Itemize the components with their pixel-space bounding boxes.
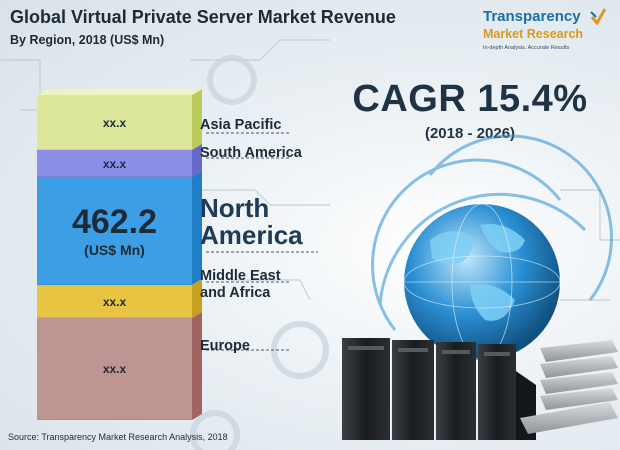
category-label-mea-line1: Middle East [200, 268, 281, 284]
logo-text-line1: Transparency [483, 8, 581, 25]
data-label-north-america: 462.2 [71, 203, 158, 241]
category-label-europe: Europe [200, 338, 250, 354]
bar-segment-asia-pacific: xx.x [37, 95, 192, 150]
chart-title: Global Virtual Private Server Market Rev… [10, 7, 396, 27]
data-label-europe: xx.x [102, 362, 127, 376]
server-tower-icon [392, 340, 434, 440]
gear-icon [207, 55, 257, 105]
cagr-value: CAGR 15.4% [352, 78, 588, 120]
server-tower-icon [478, 344, 516, 440]
server-tower-icon [342, 338, 390, 440]
bar-side-asia-pacific [192, 89, 202, 150]
rack-servers-icon [520, 340, 618, 434]
category-label-north-america: North America [200, 195, 303, 249]
category-label-north-america-line1: North [200, 193, 270, 223]
logo-text-line2: Market Research [483, 27, 584, 41]
logo-tagline: In-depth Analysis. Accurate Results [483, 45, 570, 51]
bar-side-europe [192, 312, 202, 420]
category-label-asia-pacific: Asia Pacific [200, 117, 282, 133]
bar-side-middle-east-africa [192, 279, 202, 318]
brand-logo: Transparency Market Research In-depth An… [483, 8, 613, 68]
data-label-south-america: xx.x [102, 156, 127, 171]
bar-segment-south-america: xx.x [37, 150, 192, 177]
bar-side-south-america [192, 144, 202, 177]
data-label-asia-pacific: xx.x [102, 115, 127, 130]
orbit-arcs [370, 134, 614, 331]
bar-top-face [37, 89, 202, 95]
circuit-lines [0, 39, 620, 301]
category-label-mea-line2: and Africa [200, 285, 271, 301]
data-label-middle-east-africa: xx.x [102, 294, 127, 309]
category-label-south-america: South America [200, 145, 302, 161]
category-label-north-america-line2: America [200, 220, 303, 250]
bar-segment-middle-east-africa: xx.x [37, 285, 192, 318]
server-tower-icon [436, 342, 476, 440]
bar-segment-north-america: 462.2 (US$ Mn) [37, 177, 192, 285]
logo-mark-icon [590, 8, 606, 26]
gear-icon [190, 410, 240, 450]
data-label-unit: (US$ Mn) [84, 242, 145, 258]
bar-segment-europe: xx.x [37, 318, 192, 420]
chart-subtitle: By Region, 2018 (US$ Mn) [10, 33, 165, 47]
globe-continents [430, 224, 525, 321]
category-label-middle-east-africa: Middle East and Africa [200, 268, 281, 302]
bar-side-north-america [192, 171, 202, 285]
source-note: Source: Transparency Market Research Ana… [8, 432, 228, 442]
